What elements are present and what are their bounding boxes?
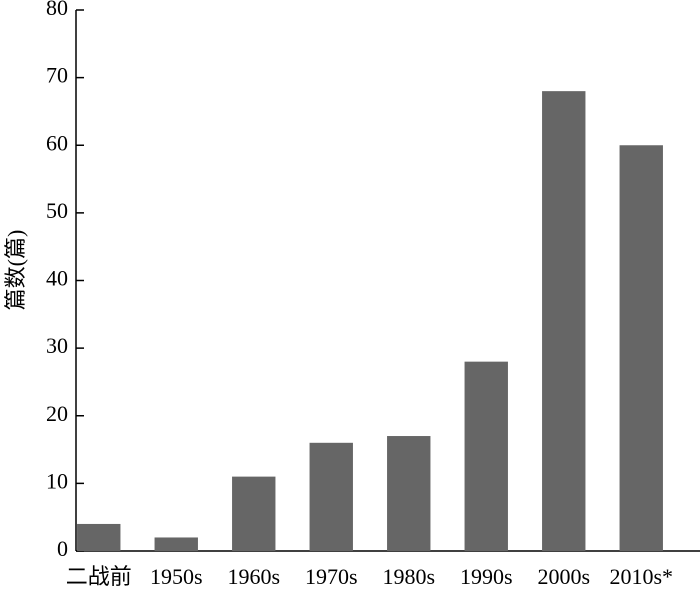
y-tick-label: 20 [46, 401, 68, 426]
y-tick-label: 60 [46, 130, 68, 155]
y-tick-label: 0 [57, 536, 68, 561]
bar [387, 436, 431, 551]
y-tick-label: 50 [46, 198, 68, 223]
x-tick-label: 1970s [305, 564, 358, 589]
y-tick-label: 10 [46, 468, 68, 493]
y-tick-label: 80 [46, 0, 68, 20]
bar [77, 523, 121, 551]
bar [464, 361, 508, 551]
bar [542, 91, 586, 552]
bar [154, 537, 198, 551]
y-tick-label: 40 [46, 266, 68, 291]
x-tick-label: 1990s [460, 564, 513, 589]
bar [232, 476, 276, 551]
y-tick-label: 70 [46, 63, 68, 88]
bar [309, 442, 353, 551]
bar [619, 145, 663, 551]
y-axis-label: 篇数(篇) [3, 230, 28, 311]
x-tick-label: 1960s [227, 564, 280, 589]
x-tick-label: 2010s* [609, 564, 673, 589]
x-tick-label: 1980s [382, 564, 435, 589]
x-tick-label: 1950s [150, 564, 203, 589]
x-tick-label: 2000s [537, 564, 590, 589]
y-tick-label: 30 [46, 333, 68, 358]
x-tick-label: 二战前 [66, 564, 132, 589]
